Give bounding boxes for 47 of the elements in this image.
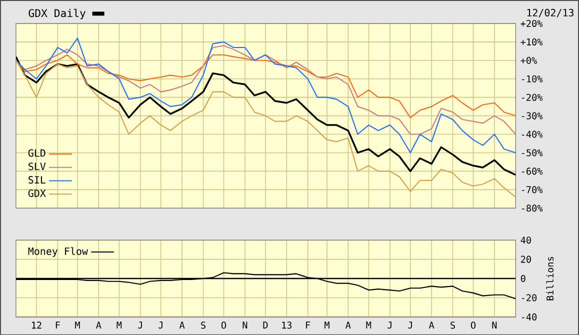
y-tick-label: +10% <box>520 38 543 46</box>
x-tick-label: A <box>179 321 185 328</box>
x-tick-label: A <box>346 321 351 328</box>
x-tick-label: M <box>366 321 372 328</box>
x-tick-label: F <box>56 321 60 328</box>
legend-label: SIL <box>28 176 46 184</box>
y-tick-label: +0% <box>520 56 537 64</box>
x-tick-label: O <box>470 321 476 328</box>
x-tick-label: M <box>324 321 330 328</box>
y-tick-label: 20 <box>521 256 531 263</box>
y-tick-label: 0 <box>520 274 526 282</box>
x-tick-label: 12 <box>32 321 42 328</box>
legend-label: GLD <box>28 149 46 157</box>
x-tick-label: S <box>450 321 455 328</box>
y-tick-label: -60% <box>522 167 543 175</box>
x-tick-label: J <box>388 321 392 328</box>
x-tick-label: D <box>263 321 268 328</box>
y-tick-label: 40 <box>520 236 531 244</box>
x-tick-label: M <box>75 321 80 328</box>
x-tick-label: O <box>221 321 226 328</box>
legend-label: SLV <box>28 162 46 170</box>
text: 12/02/13 <box>527 8 574 17</box>
y-tick-label: -40 <box>522 313 537 320</box>
legend-label: GDX <box>28 189 46 197</box>
y-tick-label: -30% <box>522 112 543 120</box>
x-tick-label: J <box>138 321 142 328</box>
y-tick-label: -80% <box>522 204 543 212</box>
y-tick-label: +20% <box>520 20 543 27</box>
x-tick-label: N <box>492 321 497 328</box>
x-tick-label: N <box>242 321 248 328</box>
y-tick-label: -20% <box>522 94 543 101</box>
legend-label: Money Flow <box>28 247 88 257</box>
chart-title: GDX Daily <box>28 8 86 19</box>
x-tick-label: F <box>306 321 310 328</box>
x-tick-label: J <box>158 321 162 328</box>
x-tick-label: A <box>428 321 434 328</box>
y-tick-label: -10% <box>522 75 543 82</box>
x-tick-label: M <box>116 321 122 328</box>
x-tick-label: S <box>201 321 206 328</box>
y-tick-label: -40% <box>522 130 543 138</box>
x-tick-label: 13 <box>282 321 292 328</box>
y-tick-label: -50% <box>522 149 543 156</box>
x-tick-label: J <box>408 321 412 328</box>
y-axis-title: Billions <box>546 256 554 300</box>
y-tick-label: -70% <box>522 186 543 193</box>
y-tick-label: -20 <box>522 294 537 302</box>
x-tick-label: A <box>96 321 102 328</box>
